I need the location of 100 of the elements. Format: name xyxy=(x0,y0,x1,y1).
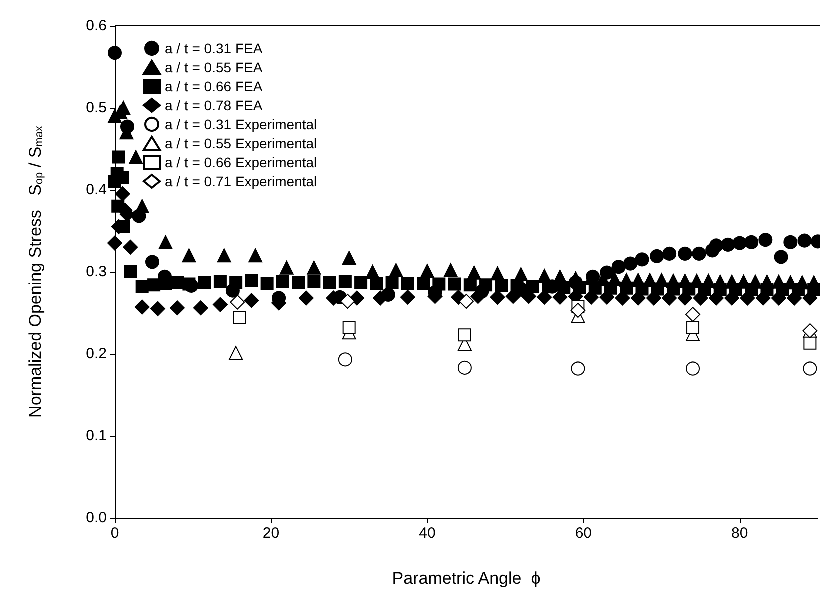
point xyxy=(678,246,692,261)
point xyxy=(124,266,138,278)
point xyxy=(758,233,773,248)
point xyxy=(150,301,166,316)
point xyxy=(338,275,352,288)
point xyxy=(458,360,472,375)
point xyxy=(245,274,258,288)
point xyxy=(458,328,472,342)
point xyxy=(134,300,150,315)
point xyxy=(480,278,493,292)
legend-label: a / t = 0.31 FEA xyxy=(165,40,264,56)
point xyxy=(784,235,798,250)
point xyxy=(230,276,243,290)
point xyxy=(464,278,477,292)
point xyxy=(401,276,414,290)
y-tick-label: 0.6 xyxy=(86,18,107,34)
legend-label: a / t = 0.78 FEA xyxy=(165,98,264,114)
x-tick-label: 80 xyxy=(732,525,748,542)
point xyxy=(146,255,160,270)
point xyxy=(802,290,818,306)
point xyxy=(233,311,246,324)
point xyxy=(342,321,356,334)
point xyxy=(135,199,150,214)
point xyxy=(542,280,556,294)
point xyxy=(740,290,756,306)
point xyxy=(510,279,524,292)
point xyxy=(506,289,521,304)
point xyxy=(136,280,149,294)
point xyxy=(307,260,322,275)
point xyxy=(686,362,700,376)
point xyxy=(570,303,586,318)
point xyxy=(340,294,356,310)
y-tick-label: 0.3 xyxy=(86,264,107,280)
point xyxy=(686,307,701,322)
point xyxy=(108,46,122,60)
point xyxy=(280,260,294,275)
point xyxy=(571,362,586,376)
point xyxy=(650,249,664,264)
x-axis-title: Parametric Angle ϕ xyxy=(392,569,541,588)
x-tick-label: 20 xyxy=(262,525,280,542)
point xyxy=(495,279,508,292)
point xyxy=(170,300,185,316)
point xyxy=(182,248,196,263)
point xyxy=(338,352,352,367)
point xyxy=(123,240,138,255)
point xyxy=(244,293,260,308)
point xyxy=(292,276,306,290)
legend-label: a / t = 0.31 Experimental xyxy=(165,116,318,132)
y-tick-label: 0.4 xyxy=(86,182,107,198)
point xyxy=(386,276,399,290)
point xyxy=(448,278,462,291)
point xyxy=(115,186,130,202)
point xyxy=(692,246,706,261)
point xyxy=(158,235,173,250)
point xyxy=(112,150,126,164)
point xyxy=(217,248,232,263)
y-axis-title: Normalized Opening Stress Sop / Smax xyxy=(26,126,46,418)
point xyxy=(709,238,724,253)
point xyxy=(230,294,246,310)
point xyxy=(308,275,321,288)
point xyxy=(721,238,736,252)
legend-label: a / t = 0.55 Experimental xyxy=(165,136,318,152)
point xyxy=(214,275,227,288)
point xyxy=(612,260,626,274)
point xyxy=(732,236,747,250)
point xyxy=(803,362,818,376)
point xyxy=(635,252,650,267)
point xyxy=(744,235,759,250)
point xyxy=(417,276,430,290)
point xyxy=(686,321,700,334)
point xyxy=(432,278,446,291)
legend-label: a / t = 0.66 Experimental xyxy=(165,154,318,170)
point xyxy=(444,263,458,278)
point xyxy=(148,278,161,292)
point xyxy=(350,290,365,306)
point xyxy=(323,276,336,290)
point xyxy=(342,251,356,266)
point xyxy=(615,290,630,306)
point xyxy=(129,150,144,164)
x-tick-label: 60 xyxy=(575,525,592,542)
y-tick-label: 0.0 xyxy=(86,510,107,526)
point xyxy=(248,248,263,263)
point xyxy=(798,234,812,248)
point xyxy=(400,290,416,305)
point xyxy=(370,276,384,290)
point xyxy=(212,297,228,312)
point xyxy=(804,336,817,350)
point xyxy=(420,264,434,278)
x-tick-label: 40 xyxy=(419,525,436,542)
y-tick-label: 0.5 xyxy=(86,100,107,116)
y-tick-label: 0.1 xyxy=(86,428,107,444)
point xyxy=(298,290,314,306)
point xyxy=(276,275,290,288)
point xyxy=(774,250,788,264)
point xyxy=(229,346,244,360)
point xyxy=(354,276,368,290)
y-tick-label: 0.2 xyxy=(86,346,107,362)
legend-label: a / t = 0.71 Experimental xyxy=(165,174,318,190)
point xyxy=(260,276,274,290)
point xyxy=(459,294,474,310)
